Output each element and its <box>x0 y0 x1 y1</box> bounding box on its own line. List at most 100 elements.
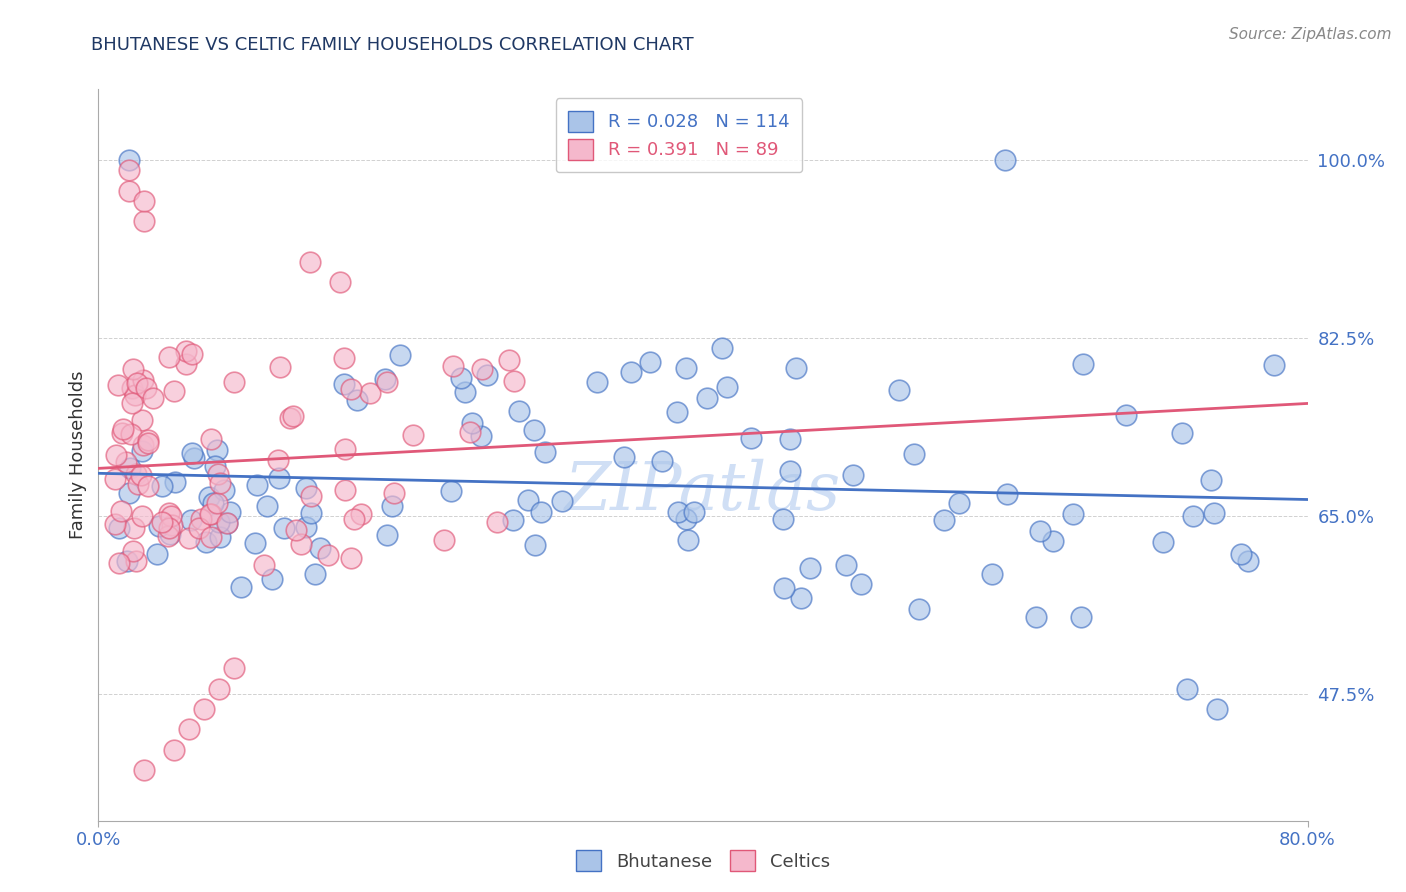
Point <box>374 372 396 386</box>
Point <box>132 763 155 777</box>
Point <box>205 496 228 510</box>
Point <box>160 517 183 532</box>
Point <box>1206 702 1229 716</box>
Point <box>135 381 157 395</box>
Point <box>666 505 689 519</box>
Point <box>1181 509 1204 524</box>
Point <box>284 523 307 537</box>
Point <box>382 486 405 500</box>
Point <box>121 381 143 395</box>
Point <box>1236 554 1258 568</box>
Point <box>332 377 354 392</box>
Point <box>174 344 197 359</box>
Point <box>551 493 574 508</box>
Point <box>131 444 153 458</box>
Point <box>198 507 221 521</box>
Point <box>204 459 226 474</box>
Point <box>613 450 636 464</box>
Point <box>217 516 239 530</box>
Point <box>932 513 955 527</box>
Point <box>136 433 159 447</box>
Point <box>262 573 284 587</box>
Point <box>470 429 492 443</box>
Point <box>129 468 152 483</box>
Point <box>450 371 472 385</box>
Point <box>475 368 498 382</box>
Point <box>665 405 688 419</box>
Point <box>309 541 332 555</box>
Point <box>125 376 148 391</box>
Point <box>834 558 856 572</box>
Point <box>108 556 131 570</box>
Point <box>1263 359 1285 373</box>
Point <box>269 360 291 375</box>
Point <box>740 431 762 445</box>
Point <box>799 560 821 574</box>
Point <box>381 500 404 514</box>
Point <box>908 602 931 616</box>
Point <box>198 490 221 504</box>
Point <box>340 383 363 397</box>
Point <box>887 384 910 398</box>
Point <box>696 392 718 406</box>
Point <box>350 507 373 521</box>
Point <box>441 359 464 373</box>
Point <box>174 357 197 371</box>
Point <box>163 475 186 489</box>
Point <box>530 505 553 519</box>
Point <box>785 360 807 375</box>
Point <box>779 464 801 478</box>
Point <box>335 442 357 457</box>
Point <box>215 516 238 530</box>
Point <box>278 411 301 425</box>
Point <box>146 547 169 561</box>
Point <box>461 416 484 430</box>
Point <box>121 426 143 441</box>
Point <box>517 492 540 507</box>
Legend: Bhutanese, Celtics: Bhutanese, Celtics <box>569 843 837 879</box>
Point <box>131 509 153 524</box>
Point <box>118 163 141 178</box>
Point <box>132 374 155 388</box>
Point <box>1062 507 1084 521</box>
Point <box>295 481 318 495</box>
Point <box>200 530 222 544</box>
Point <box>586 375 609 389</box>
Point <box>218 505 240 519</box>
Point <box>136 479 159 493</box>
Point <box>160 509 183 524</box>
Point <box>157 506 180 520</box>
Point <box>118 460 141 475</box>
Point <box>903 447 925 461</box>
Point <box>121 396 143 410</box>
Point <box>124 388 146 402</box>
Point <box>650 454 672 468</box>
Point <box>132 438 155 452</box>
Point <box>1170 425 1192 440</box>
Point <box>118 153 141 168</box>
Point <box>207 467 229 481</box>
Point <box>148 519 170 533</box>
Point <box>439 483 461 498</box>
Point <box>193 702 215 716</box>
Point <box>1071 358 1094 372</box>
Point <box>121 362 143 376</box>
Point <box>842 467 865 482</box>
Point <box>498 353 520 368</box>
Point <box>508 404 530 418</box>
Point <box>471 362 494 376</box>
Point <box>1115 409 1137 423</box>
Point <box>208 515 231 529</box>
Point <box>110 504 132 518</box>
Point <box>209 476 232 491</box>
Point <box>849 577 872 591</box>
Point <box>122 544 145 558</box>
Point <box>375 528 398 542</box>
Point <box>224 375 246 389</box>
Point <box>179 723 201 737</box>
Point <box>195 535 218 549</box>
Point <box>229 580 252 594</box>
Point <box>208 681 231 696</box>
Point <box>299 506 322 520</box>
Point <box>620 365 643 379</box>
